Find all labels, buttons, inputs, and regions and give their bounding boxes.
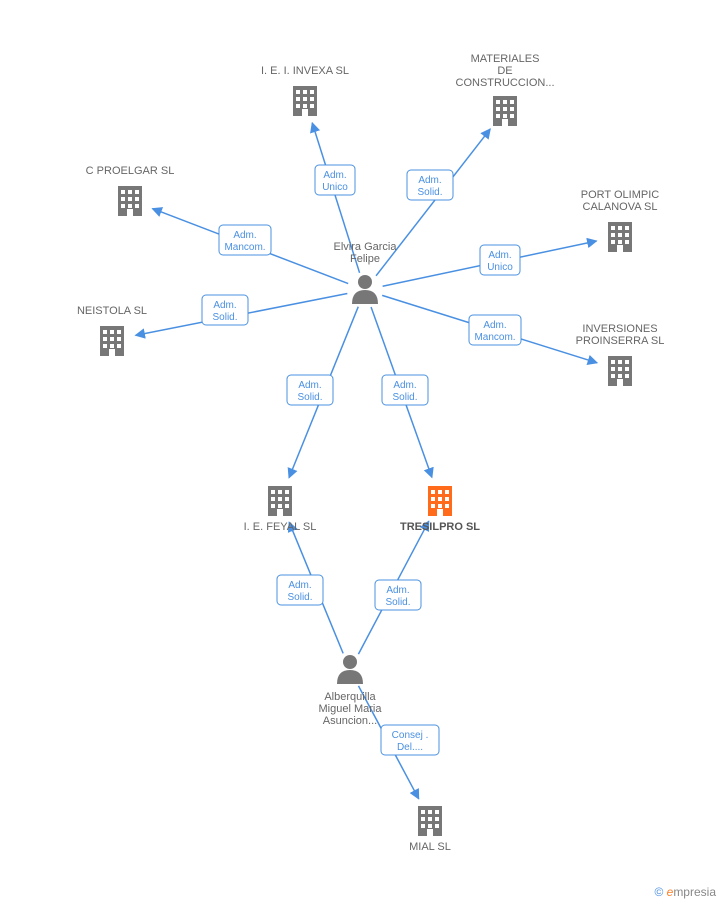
node-label: INVERSIONES [582, 323, 657, 335]
network-diagram: Adm.UnicoAdm.Solid.Adm.Mancom.Adm.UnicoA… [0, 0, 728, 905]
building-icon [100, 326, 124, 356]
person-icon [337, 655, 363, 684]
building-icon [118, 186, 142, 216]
edge-label: Adm. [418, 175, 441, 186]
building-icon [428, 486, 452, 516]
building-icon [293, 86, 317, 116]
edge-label: Solid. [212, 312, 237, 323]
building-icon [418, 806, 442, 836]
node-label: TRESILPRO SL [400, 521, 480, 533]
node-label: C PROELGAR SL [86, 165, 175, 177]
node-label: MATERIALES [471, 53, 540, 65]
node-label: PROINSERRA SL [576, 335, 665, 347]
copyright-symbol: © [654, 885, 663, 899]
edge [376, 129, 490, 276]
edge-label: Solid. [385, 597, 410, 608]
edge-label: Solid. [417, 187, 442, 198]
edge-label: Adm. [213, 300, 236, 311]
edge-label: Adm. [386, 585, 409, 596]
edge-label: Solid. [297, 392, 322, 403]
node-label: NEISTOLA SL [77, 305, 147, 317]
node-label: DE [497, 65, 512, 77]
node-label: CALANOVA SL [583, 201, 658, 213]
node-label: PORT OLIMPIC [581, 189, 660, 201]
edge-label: Adm. [488, 250, 511, 261]
node-label: Alberquilla [324, 691, 376, 703]
building-icon [493, 96, 517, 126]
edge-label: Solid. [287, 592, 312, 603]
person-icon [352, 275, 378, 304]
brand-rest: mpresia [673, 885, 716, 899]
edge-label: Adm. [233, 230, 256, 241]
edge-label: Solid. [392, 392, 417, 403]
edge-label: Unico [322, 182, 348, 193]
building-icon [268, 486, 292, 516]
edge-label: Adm. [288, 580, 311, 591]
edge-label: Adm. [483, 320, 506, 331]
node-label: CONSTRUCCION... [456, 77, 555, 89]
node-label: I. E. I. INVEXA SL [261, 65, 349, 77]
edge-label: Mancom. [224, 242, 265, 253]
edge-label: Mancom. [474, 332, 515, 343]
building-icon [608, 356, 632, 386]
node-label: Felipe [350, 253, 380, 265]
node-label: Asuncion... [323, 715, 377, 727]
edge-label: Unico [487, 262, 513, 273]
building-icon [608, 222, 632, 252]
node-label: Miguel Maria [319, 703, 383, 715]
edge-label: Adm. [323, 170, 346, 181]
edge-label: Del.... [397, 742, 423, 753]
footer-copyright: © empresia [654, 885, 716, 899]
node-label: I. E. FEYAL SL [244, 521, 317, 533]
edge-label: Consej . [392, 730, 429, 741]
node-label: Elvira Garcia [334, 241, 398, 253]
node-label: MIAL SL [409, 841, 451, 853]
edge-label: Adm. [298, 380, 321, 391]
edge-label: Adm. [393, 380, 416, 391]
